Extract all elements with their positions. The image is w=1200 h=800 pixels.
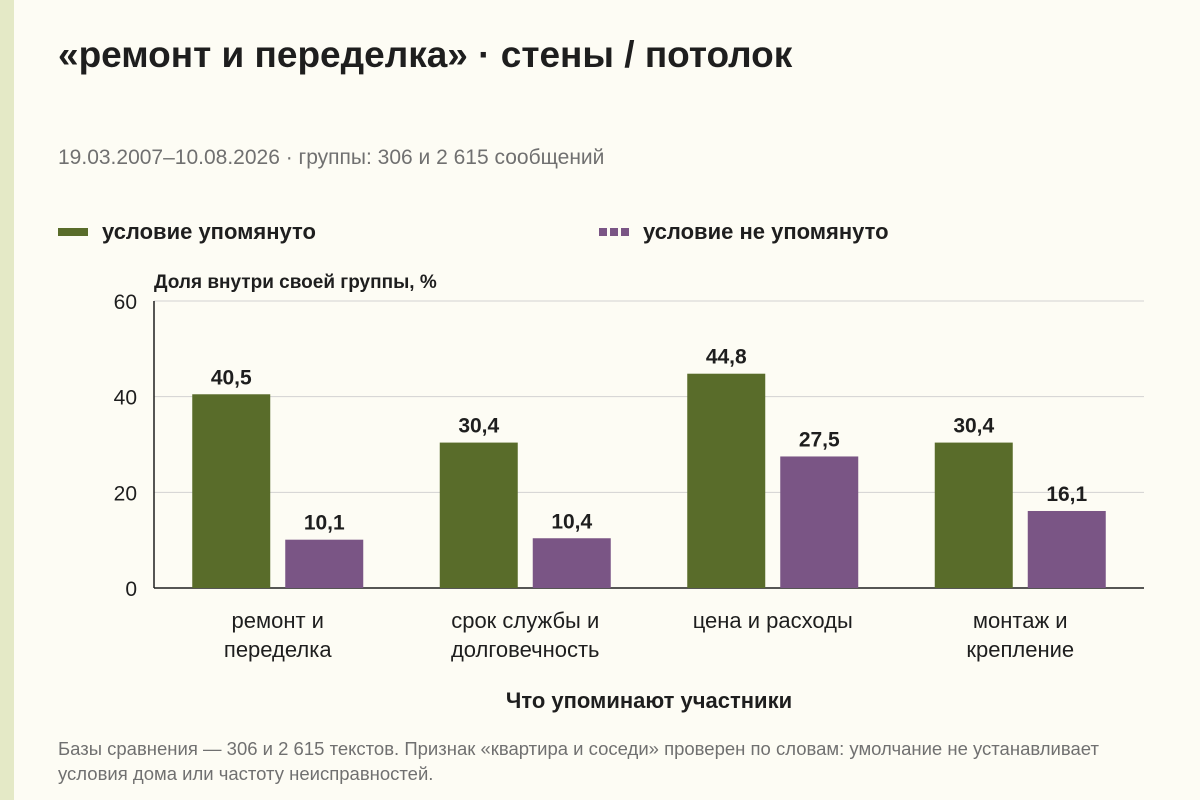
x-tick-label: переделка [224, 637, 332, 662]
legend-item-mentioned: условие упомянуто [58, 219, 316, 245]
y-tick-label: 40 [114, 387, 137, 410]
y-tick-label: 20 [114, 482, 137, 505]
data-label: 30,4 [458, 415, 499, 438]
bar-not-mentioned [532, 538, 611, 588]
data-label: 30,4 [953, 415, 994, 438]
footnote: Базы сравнения — 306 и 2 615 текстов. Пр… [58, 738, 1099, 784]
bar-mentioned [439, 442, 518, 588]
data-label: 27,5 [799, 428, 840, 451]
bar-mentioned [192, 394, 271, 588]
bar-not-mentioned [780, 456, 859, 588]
x-tick-label: срок службы и [451, 608, 599, 633]
chart-title: «ремонт и переделка» · стены / потолок [58, 34, 793, 75]
bar-not-mentioned [1027, 510, 1106, 588]
data-label: 10,1 [304, 512, 345, 535]
x-tick-label: монтаж и [973, 608, 1068, 633]
x-tick-label: долговечность [451, 637, 600, 662]
legend-swatch-not-mentioned [599, 228, 629, 236]
chart-subtitle: 19.03.2007–10.08.2026 · группы: 306 и 2 … [58, 146, 605, 169]
x-axis-label: Что упоминают участники [506, 688, 792, 713]
data-label: 44,8 [706, 346, 747, 369]
y-tick-label: 0 [125, 578, 137, 601]
bar-not-mentioned [285, 539, 364, 588]
legend-label-mentioned: условие упомянуто [102, 219, 316, 244]
legend-label-not-mentioned: условие не упомянуто [643, 219, 889, 244]
y-axis-label: Доля внутри своей группы, % [154, 272, 437, 293]
left-accent-strip [0, 0, 14, 800]
x-tick-label: ремонт и [232, 608, 324, 633]
data-label: 10,4 [551, 510, 592, 533]
bar-mentioned [934, 442, 1013, 588]
y-tick-label: 60 [114, 291, 137, 314]
legend-swatch-mentioned [58, 228, 88, 236]
data-label: 40,5 [211, 366, 252, 389]
data-label: 16,1 [1046, 483, 1087, 506]
x-tick-label: цена и расходы [693, 608, 853, 633]
legend-item-not-mentioned: условие не упомянуто [599, 219, 889, 245]
x-tick-label: крепление [966, 637, 1074, 662]
bar-mentioned [687, 373, 766, 588]
